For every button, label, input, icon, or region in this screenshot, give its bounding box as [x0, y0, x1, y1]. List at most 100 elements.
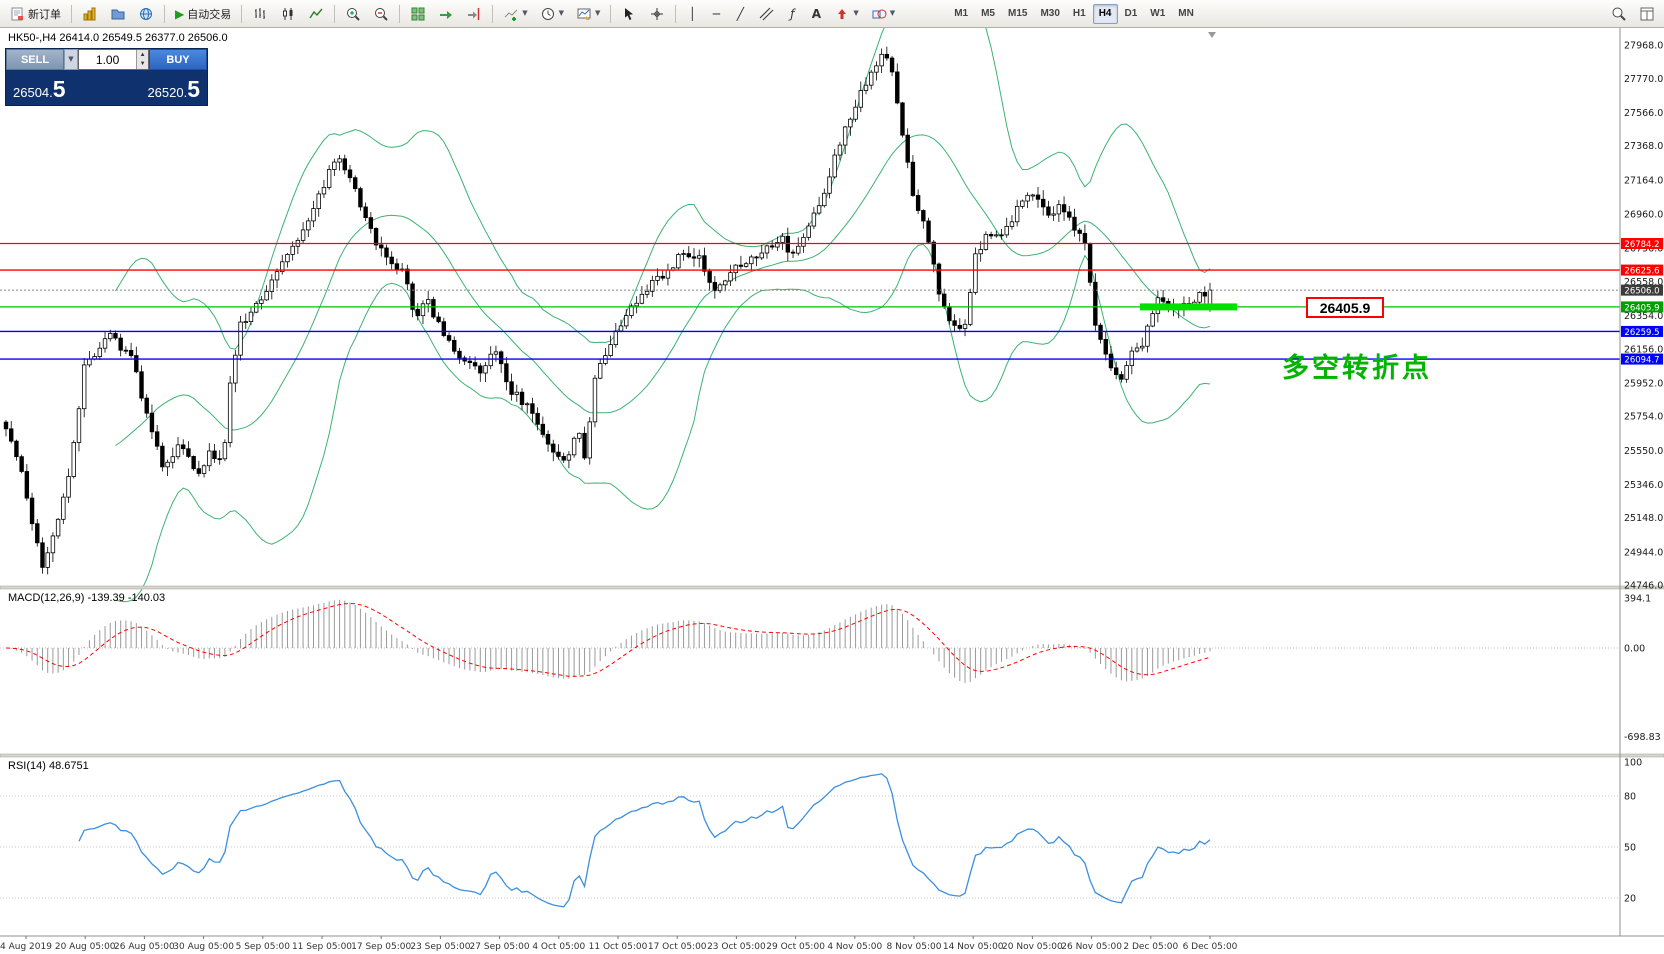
timeframe-button-MN[interactable]: MN [1178, 8, 1194, 19]
chart-annotation-text[interactable]: 多空转折点 [1282, 353, 1432, 383]
zoom-in-button[interactable] [340, 3, 366, 25]
toolbar-separator [71, 4, 72, 23]
candlestick-chart-icon [283, 7, 293, 20]
svg-text:17 Sep 05:00: 17 Sep 05:00 [351, 942, 411, 952]
sell-button[interactable]: SELL [6, 49, 64, 70]
auto-trading-button[interactable]: ▶ 自动交易 [170, 3, 236, 25]
channel-button[interactable] [753, 3, 779, 25]
zoom-in-icon [347, 7, 360, 21]
vertical-line-button[interactable]: │ [681, 3, 703, 25]
svg-text:26 Nov 05:00: 26 Nov 05:00 [1061, 942, 1122, 952]
tile-windows-button[interactable] [405, 3, 431, 25]
svg-text:2 Dec 05:00: 2 Dec 05:00 [1123, 942, 1178, 952]
toolbar-separator [241, 4, 243, 23]
arrows-button[interactable]: ▼ [829, 3, 863, 25]
fibonacci-icon: ƒ [790, 6, 795, 21]
volume-input[interactable] [79, 50, 137, 69]
one-click-trading-widget: SELL ▼ ▲ ▼ BUY 26504. 5 26520. 5 [5, 48, 208, 106]
search-button[interactable] [1606, 3, 1632, 25]
arrow-tool-icon [838, 8, 847, 19]
panel-splitter-macd[interactable] [0, 585, 1664, 590]
price-level-tag[interactable]: 26405.9 [1306, 297, 1384, 318]
rsi-panel [0, 773, 1620, 908]
auto-trading-play-icon: ▶ [175, 6, 185, 21]
indicators-button[interactable]: ▼ [498, 3, 532, 25]
buy-button[interactable]: BUY [149, 49, 207, 70]
svg-text:24746.0: 24746.0 [1624, 581, 1663, 592]
macd-panel [0, 599, 1620, 683]
dropdown-icon: ▼ [595, 9, 601, 17]
svg-text:8 Nov 05:00: 8 Nov 05:00 [887, 942, 942, 952]
timeframe-button-M30[interactable]: M30 [1040, 8, 1060, 19]
templates-button[interactable]: ▼ [571, 3, 605, 25]
svg-text:27770.0: 27770.0 [1624, 74, 1663, 85]
timeframe-button-M5[interactable]: M5 [981, 8, 995, 19]
svg-text:26506.0: 26506.0 [1624, 287, 1659, 297]
horizontal-line-button[interactable]: ─ [705, 3, 727, 25]
toolbar-separator [164, 4, 165, 23]
svg-text:27368.0: 27368.0 [1624, 141, 1663, 152]
svg-text:25550.0: 25550.0 [1624, 446, 1663, 457]
panel-splitter-rsi[interactable] [0, 753, 1664, 758]
timeframe-button-M15[interactable]: M15 [1008, 8, 1028, 19]
line-chart-button[interactable] [303, 3, 329, 25]
svg-text:26259.5: 26259.5 [1624, 328, 1659, 338]
svg-text:30 Aug 05:00: 30 Aug 05:00 [173, 942, 234, 952]
profiles-button[interactable] [105, 3, 131, 25]
svg-text:5 Sep 05:00: 5 Sep 05:00 [236, 942, 291, 952]
shapes-button[interactable]: ▼ [866, 3, 900, 25]
crosshair-button[interactable] [644, 3, 670, 25]
svg-text:26625.6: 26625.6 [1624, 267, 1659, 277]
timeframe-button-W1[interactable]: W1 [1150, 8, 1166, 19]
bar-chart-icon [255, 7, 266, 19]
bar-chart-button[interactable] [247, 3, 273, 25]
fibonacci-button[interactable]: ƒ [781, 3, 803, 25]
price-axis-badges: 26784.2 26625.6 26405.9 26259.5 26094.7 26506… [1621, 238, 1663, 366]
search-icon [1612, 7, 1626, 21]
toolbar-separator [492, 4, 494, 23]
chart-window: 27968.0 27770.0 27566.0 27368.0 27164.0 26960… [0, 28, 1664, 954]
sell-price[interactable]: 26504. 5 [13, 76, 66, 102]
shapes-icon [872, 9, 887, 18]
chart-ohlc-title: HK50-,H4 26414.0 26549.5 26377.0 26506.0 [8, 32, 228, 44]
timeframe-button-M1[interactable]: M1 [954, 8, 969, 19]
svg-text:25754.0: 25754.0 [1624, 412, 1663, 423]
timeframe-button-D1[interactable]: D1 [1124, 8, 1138, 19]
auto-trading-label: 自动交易 [187, 8, 232, 21]
svg-text:11 Oct 05:00: 11 Oct 05:00 [589, 942, 648, 952]
sell-price-big-digit: 5 [52, 76, 66, 102]
toolbar-separator [334, 4, 336, 23]
trendline-button[interactable]: ╱ [729, 3, 751, 25]
timeframe-button-H4[interactable]: H4 [1092, 3, 1118, 24]
dropdown-icon: ▼ [889, 9, 896, 17]
timeframe-button-H1[interactable]: H1 [1072, 8, 1086, 19]
volume-up-button[interactable]: ▲ [137, 50, 148, 60]
zoom-out-button[interactable] [368, 3, 394, 25]
candlestick-chart-button[interactable] [275, 3, 301, 25]
green-highlight-zone[interactable] [1140, 303, 1237, 311]
periods-button[interactable]: ▼ [535, 3, 569, 25]
svg-text:14 Nov 05:00: 14 Nov 05:00 [943, 942, 1004, 952]
volume-down-button[interactable]: ▼ [137, 59, 148, 69]
chart-shift-marker[interactable] [1208, 32, 1216, 38]
buy-price[interactable]: 26520. 5 [147, 78, 200, 101]
market-watch-button[interactable] [133, 3, 159, 25]
svg-text:11 Sep 05:00: 11 Sep 05:00 [292, 942, 352, 952]
chart-canvas[interactable]: 27968.0 27770.0 27566.0 27368.0 27164.0 26960… [0, 28, 1664, 954]
svg-text:17 Oct 05:00: 17 Oct 05:00 [648, 942, 707, 952]
toolbar: 新订单 ▶ 自动交易 [0, 0, 1664, 28]
auto-scroll-button[interactable] [433, 3, 459, 25]
svg-text:27 Sep 05:00: 27 Sep 05:00 [470, 942, 530, 952]
profiles-icon [111, 9, 125, 19]
horizontal-line-icon: ─ [712, 6, 721, 21]
volume-dropdown[interactable]: ▼ [64, 49, 78, 70]
new-order-button[interactable]: 新订单 [4, 3, 66, 25]
data-window-button[interactable] [1634, 3, 1660, 25]
svg-text:27968.0: 27968.0 [1624, 41, 1663, 52]
templates-icon [577, 8, 591, 20]
new-chart-button[interactable] [77, 3, 103, 25]
text-button[interactable]: A [805, 3, 827, 25]
cursor-button[interactable] [616, 3, 642, 25]
chart-shift-button[interactable] [461, 3, 487, 25]
